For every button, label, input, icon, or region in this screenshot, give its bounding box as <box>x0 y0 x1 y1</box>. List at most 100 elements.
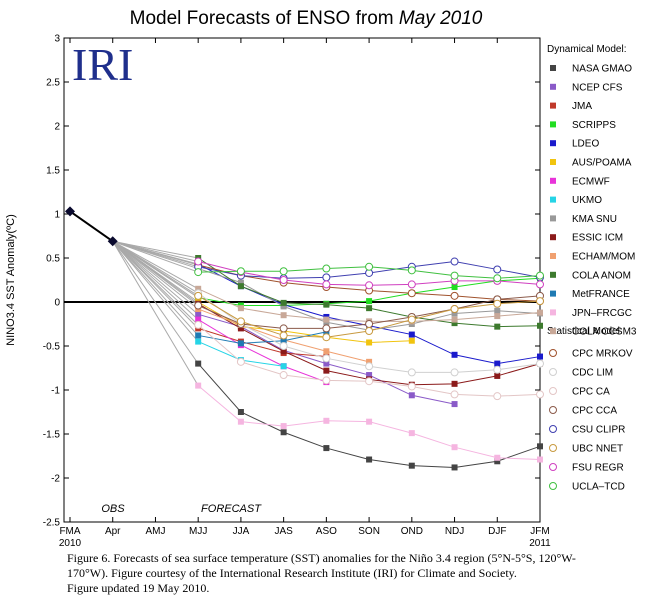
series-point <box>237 340 244 347</box>
series-point <box>537 443 543 450</box>
series-point <box>451 464 458 471</box>
series-point <box>493 274 502 283</box>
series-point <box>537 309 543 316</box>
x-tick-label: JAS <box>274 526 293 537</box>
series-point <box>407 368 416 377</box>
series-point <box>493 365 502 374</box>
legend-marker <box>549 349 557 357</box>
legend-marker <box>549 482 557 490</box>
chart-title: Model Forecasts of ENSO from May 2010 <box>130 8 483 29</box>
series-point <box>408 331 415 338</box>
series-point <box>451 380 458 387</box>
series-point <box>194 257 203 266</box>
series-point <box>366 298 373 305</box>
y-tick-label: -2.5 <box>43 518 61 529</box>
series-point <box>280 423 287 430</box>
series-point <box>365 281 374 290</box>
legend-marker <box>549 368 557 376</box>
series-point <box>195 316 202 323</box>
series-point <box>407 289 416 298</box>
x-tick-label: DJF <box>488 526 506 537</box>
series-point <box>194 301 203 310</box>
series-point <box>322 324 331 333</box>
y-axis-label: NINO3.4 SST Anomaly(ºC) <box>5 214 17 346</box>
series-point <box>322 273 331 282</box>
series-point <box>236 267 245 276</box>
series-point <box>537 456 543 463</box>
x-tick-label: SON <box>358 526 380 537</box>
chart-title-date: May 2010 <box>399 8 483 29</box>
legend-label: UCLA–TCD <box>572 482 625 493</box>
series-point <box>493 299 502 308</box>
enso-forecast-chart: Model Forecasts of ENSO from May 2010 IR… <box>5 8 637 549</box>
legend-marker <box>550 290 556 297</box>
series-point <box>451 284 458 291</box>
series-point <box>450 305 459 314</box>
series-point <box>280 303 287 310</box>
series-point <box>365 320 374 328</box>
legend-label: COLA CCSM3 <box>572 327 637 338</box>
legend-marker <box>550 309 556 316</box>
series-point <box>536 359 544 368</box>
fan-line <box>112 240 199 297</box>
series-point <box>279 276 288 284</box>
series-point <box>280 299 287 306</box>
legend-label: ESSIC ICM <box>572 233 623 244</box>
series-point <box>195 382 202 389</box>
series-point <box>323 360 330 367</box>
fan-line <box>112 240 199 259</box>
series-point <box>195 332 202 339</box>
fan-line <box>112 241 199 386</box>
series-point <box>407 315 416 324</box>
fan-line <box>112 240 199 273</box>
legend-marker <box>550 328 556 335</box>
series-point <box>451 316 458 323</box>
y-tick-label: 3 <box>54 34 60 45</box>
fan-line <box>112 240 199 268</box>
legend-marker <box>549 463 557 471</box>
observation-fan-lines <box>112 240 199 386</box>
legend-marker <box>549 387 557 395</box>
series-point <box>280 348 287 355</box>
series-point <box>194 320 203 329</box>
series-point <box>195 360 202 367</box>
series-point <box>237 418 244 425</box>
legend-label: ECHAM/MOM <box>572 252 635 263</box>
series-point <box>365 362 374 371</box>
chart-title-prefix: Model Forecasts of ENSO from <box>130 8 399 29</box>
legend-marker <box>550 271 556 278</box>
series-point <box>537 353 543 360</box>
series-point <box>322 376 331 385</box>
series-point <box>237 305 244 312</box>
observed-point <box>65 206 75 217</box>
series-point <box>493 265 502 274</box>
y-tick-label: -2 <box>51 474 60 485</box>
series-point <box>536 271 544 280</box>
legend: Dynamical Model: Statistical Model: NASA… <box>547 44 637 493</box>
legend-label: CPC CCA <box>572 406 617 417</box>
series-point <box>194 268 203 277</box>
legend-label: ECMWF <box>572 176 610 187</box>
legend-label: AUS/POAMA <box>572 158 632 169</box>
y-tick-label: 0.5 <box>46 254 60 265</box>
x-tick-label: Apr <box>105 526 121 537</box>
series-point <box>366 358 373 365</box>
legend-marker <box>550 102 556 109</box>
legend-label: MetFRANCE <box>572 289 630 300</box>
series-point <box>279 371 288 380</box>
legend-label: CPC CA <box>572 387 610 398</box>
series-point <box>494 458 501 465</box>
caption-line: Figure updated 19 May 2010. <box>67 581 210 595</box>
x-tick-label: JJA <box>233 526 250 537</box>
series-point <box>408 392 415 399</box>
legend-marker <box>550 215 556 222</box>
series-point <box>494 454 501 461</box>
series-line <box>197 319 327 383</box>
series-point <box>407 280 416 289</box>
series-point <box>451 320 458 327</box>
series-point <box>322 354 331 363</box>
series-point <box>195 311 202 318</box>
series-point <box>365 262 374 271</box>
caption-line: Figure 6. Forecasts of sea surface tempe… <box>67 551 576 565</box>
series-point <box>366 305 373 312</box>
